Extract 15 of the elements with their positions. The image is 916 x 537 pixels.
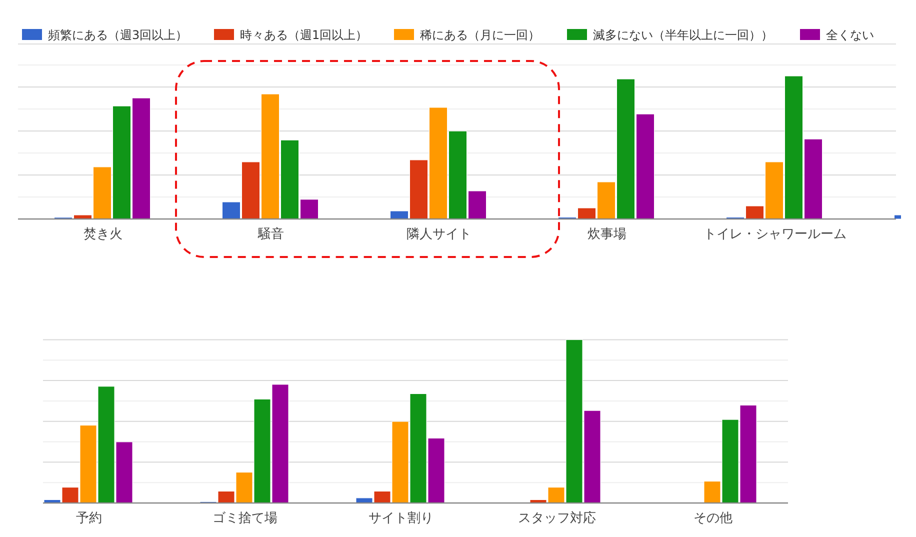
x-tick-label: 隣人サイト	[406, 227, 472, 242]
x-tick-label: 予約	[76, 511, 102, 526]
legend-label: 滅多にない（半年以上に一回））	[593, 28, 773, 42]
x-tick-label: スタッフ対応	[518, 510, 596, 526]
x-tick-label: その他	[694, 511, 732, 526]
x-tick-label: サイト割り	[368, 511, 434, 526]
x-tick-label: ゴミ捨て場	[212, 511, 278, 526]
x-tick-label: 騒音	[257, 227, 284, 242]
x-tick-label: 焚き火	[84, 227, 122, 242]
legend-label: 全くない	[826, 28, 874, 42]
legend-label: 時々ある（週1回以上）	[240, 28, 368, 42]
x-tick-label: 炊事場	[588, 227, 626, 242]
x-tick-label: トイレ・シャワールーム	[704, 227, 846, 242]
legend-label: 頻繁にある（週3回以上）	[48, 28, 188, 42]
legend-label: 稀にある（月に一回）	[420, 28, 540, 42]
